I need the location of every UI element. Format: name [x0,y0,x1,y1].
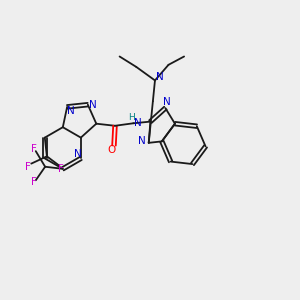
Text: N: N [134,118,142,128]
Text: F: F [58,164,64,174]
Text: N: N [164,97,171,107]
Text: H: H [128,113,135,122]
Text: F: F [31,177,37,187]
Text: F: F [26,162,31,172]
Text: N: N [74,149,82,160]
Text: F: F [31,144,37,154]
Text: N: N [89,100,97,110]
Text: N: N [156,72,164,82]
Text: N: N [138,136,146,146]
Text: O: O [108,146,116,155]
Text: N: N [67,106,75,116]
